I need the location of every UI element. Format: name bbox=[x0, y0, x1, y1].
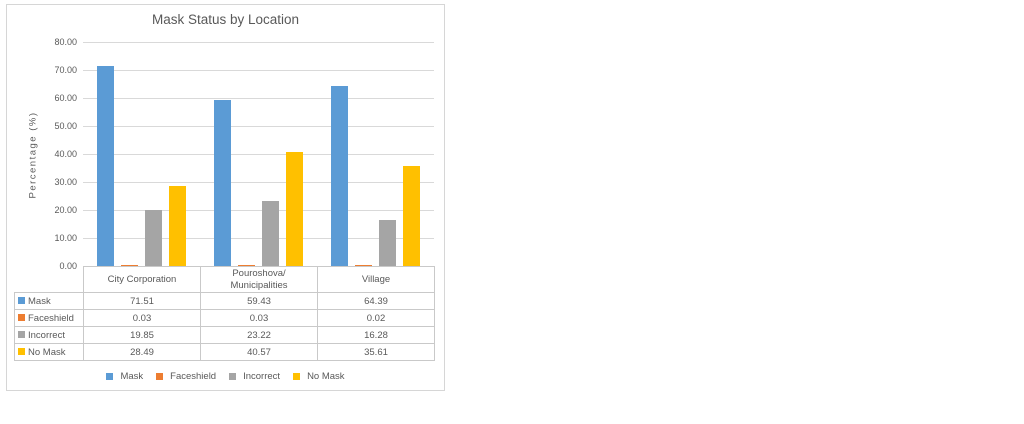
value-cell: 19.85 bbox=[83, 326, 201, 344]
legend-swatch-icon bbox=[229, 373, 237, 380]
bar-incorrect bbox=[145, 210, 162, 266]
gridline bbox=[83, 210, 434, 211]
series-swatch-icon bbox=[18, 297, 25, 304]
y-tick-label: 70.00 bbox=[54, 65, 77, 75]
bar-faceshield bbox=[238, 265, 255, 266]
series-name: Faceshield bbox=[28, 312, 74, 324]
chart-container: Mask Status by Location Percentage (%) 0… bbox=[6, 4, 445, 391]
value-cell: 28.49 bbox=[83, 343, 201, 361]
series-name: Incorrect bbox=[28, 329, 65, 341]
bar-incorrect bbox=[379, 220, 396, 266]
series-label-cell: No Mask bbox=[14, 343, 84, 361]
bar-faceshield bbox=[355, 265, 372, 266]
series-swatch-icon bbox=[18, 348, 25, 355]
series-label-cell: Mask bbox=[14, 292, 84, 310]
bar-mask bbox=[214, 99, 231, 266]
plot-area bbox=[83, 42, 434, 266]
gridline bbox=[83, 126, 434, 127]
value-cell: 23.22 bbox=[200, 326, 318, 344]
chart-title: Mask Status by Location bbox=[151, 12, 300, 27]
legend-item: Incorrect bbox=[229, 371, 280, 382]
value-cell: 0.03 bbox=[83, 309, 201, 327]
table-row: Faceshield 0.03 0.03 0.02 bbox=[14, 309, 435, 327]
gridline bbox=[83, 182, 434, 183]
bar-mask bbox=[331, 85, 348, 266]
table-header-row: City Corporation Pouroshova/ Municipaliti… bbox=[15, 266, 435, 293]
bar-no-mask bbox=[169, 186, 186, 266]
legend-label: Mask bbox=[120, 371, 144, 382]
value-cell: 35.61 bbox=[317, 343, 435, 361]
table-row: Incorrect 19.85 23.22 16.28 bbox=[14, 326, 435, 344]
legend-item: Faceshield bbox=[156, 371, 216, 382]
gridline bbox=[83, 98, 434, 99]
value-cell: 71.51 bbox=[83, 292, 201, 310]
legend-label: Incorrect bbox=[243, 371, 281, 382]
y-tick-label: 50.00 bbox=[54, 121, 77, 131]
value-cell: 59.43 bbox=[200, 292, 318, 310]
gridline bbox=[83, 42, 434, 43]
gridline bbox=[83, 238, 434, 239]
data-table: City Corporation Pouroshova/ Municipaliti… bbox=[14, 266, 435, 361]
category-header: Village bbox=[317, 266, 435, 293]
y-tick-label: 80.00 bbox=[54, 37, 77, 47]
legend-label: No Mask bbox=[307, 371, 345, 382]
bar-no-mask bbox=[403, 166, 420, 266]
y-tick-label: 40.00 bbox=[54, 149, 77, 159]
series-label-cell: Faceshield bbox=[14, 309, 84, 327]
legend-swatch-icon bbox=[106, 373, 114, 380]
bar-faceshield bbox=[121, 265, 138, 266]
value-cell: 0.02 bbox=[317, 309, 435, 327]
table-corner-cell bbox=[15, 267, 84, 293]
table-row: Mask 71.51 59.43 64.39 bbox=[14, 292, 435, 310]
category-header: City Corporation bbox=[83, 266, 201, 293]
legend-swatch-icon bbox=[156, 373, 164, 380]
series-name: Mask bbox=[28, 295, 51, 307]
series-name: No Mask bbox=[28, 346, 66, 358]
bar-no-mask bbox=[286, 152, 303, 266]
series-swatch-icon bbox=[18, 331, 25, 338]
legend-item: No Mask bbox=[293, 371, 345, 382]
value-cell: 64.39 bbox=[317, 292, 435, 310]
value-cell: 40.57 bbox=[200, 343, 318, 361]
value-cell: 16.28 bbox=[317, 326, 435, 344]
y-tick-label: 30.00 bbox=[54, 177, 77, 187]
gridline bbox=[83, 70, 434, 71]
y-tick-label: 10.00 bbox=[54, 233, 77, 243]
legend-swatch-icon bbox=[293, 373, 301, 380]
gridline bbox=[83, 154, 434, 155]
y-tick-label: 0.00 bbox=[59, 261, 77, 271]
category-header: Pouroshova/ Municipalities bbox=[200, 266, 318, 293]
series-swatch-icon bbox=[18, 314, 25, 321]
table-row: No Mask 28.49 40.57 35.61 bbox=[14, 343, 435, 361]
bar-mask bbox=[97, 65, 114, 266]
value-cell: 0.03 bbox=[200, 309, 318, 327]
series-label-cell: Incorrect bbox=[14, 326, 84, 344]
bar-incorrect bbox=[262, 200, 279, 266]
y-tick-label: 20.00 bbox=[54, 205, 77, 215]
legend-item: Mask bbox=[106, 371, 143, 382]
y-tick-label: 60.00 bbox=[54, 93, 77, 103]
legend-label: Faceshield bbox=[170, 371, 217, 382]
legend: Mask Faceshield Incorrect No Mask bbox=[7, 371, 444, 382]
